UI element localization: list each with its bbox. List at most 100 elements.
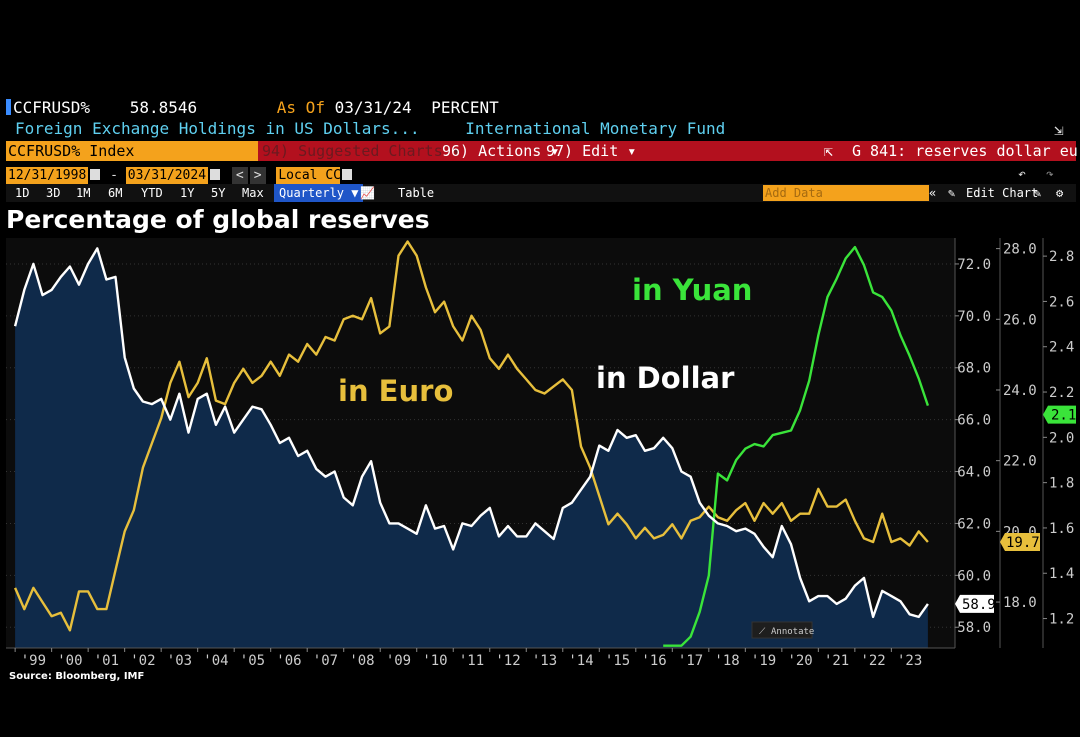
data-source-name: International Monetary Fund <box>465 119 726 138</box>
euro-axis-ticks: 18.020.022.024.026.028.0 <box>996 242 1037 611</box>
command-bar: CCFRUSD% Index 94) Suggested Charts ▾ 96… <box>6 141 1080 161</box>
period-1d[interactable]: 1D <box>15 186 30 200</box>
redo-icon[interactable]: ↷ <box>1046 167 1054 182</box>
euro-tick-label: 18.0 <box>1003 595 1037 611</box>
yuan-tick-label: 1.6 <box>1049 521 1074 537</box>
euro-last-tag <box>1000 532 1040 551</box>
pencil-icon[interactable]: ✎ <box>948 186 956 200</box>
end-date-field[interactable]: 03/31/2024 <box>125 167 209 184</box>
unit-label: PERCENT <box>431 98 499 117</box>
dollar-series-label: in Dollar <box>596 361 735 395</box>
period-ytd[interactable]: YTD <box>141 186 163 200</box>
index-field[interactable]: CCFRUSD% Index <box>6 141 258 161</box>
period-1y[interactable]: 1Y <box>180 186 195 200</box>
dollar-tick-label: 62.0 <box>957 516 991 532</box>
calendar-icon[interactable] <box>210 169 221 180</box>
x-tick-label: '15 <box>605 653 630 669</box>
euro-series-line <box>13 240 929 632</box>
yuan-last-value: 2.1 <box>1051 408 1076 424</box>
yuan-series-label: in Yuan <box>632 273 752 307</box>
security-header: CCFRUSD% 58.8546 As Of 03/31/24 PERCENT <box>6 97 499 119</box>
chart-title: Percentage of global reserves <box>6 205 430 234</box>
x-axis-ticks: '99 '00 '01 '02 '03 '04 '05 '06 '07 '08 '09 '10 '11 '… <box>6 647 955 669</box>
euro-tick-label: 24.0 <box>1003 383 1037 399</box>
dollar-series-line <box>13 247 929 619</box>
dropdown-icon[interactable] <box>342 169 353 180</box>
period-5y[interactable]: 5Y <box>211 186 226 200</box>
dollar-tick-label: 64.0 <box>957 465 991 481</box>
yuan-tick-label: 1.8 <box>1049 476 1074 492</box>
dollar-tick-label: 60.0 <box>957 568 991 584</box>
euro-series-label: in Euro <box>338 374 453 408</box>
edit-menu[interactable]: 97) Edit ▾ <box>546 142 637 160</box>
export-icon[interactable]: ⇲ <box>1054 120 1064 139</box>
yuan-tick-label: 2.2 <box>1049 385 1074 401</box>
x-tick-label: '07 <box>313 653 338 669</box>
dollar-last-value: 58.9 <box>962 597 996 613</box>
x-tick-label: '10 <box>422 653 447 669</box>
frequency-select[interactable]: Quarterly ▼ <box>274 184 364 202</box>
dollar-tick-label: 68.0 <box>957 361 991 377</box>
date-range-row: 12/31/1998 - 03/31/2024 < > Local CCY <box>6 167 354 184</box>
start-date-field[interactable]: 12/31/1998 <box>6 167 89 184</box>
x-tick-label: '21 <box>824 653 849 669</box>
x-tick-label: '17 <box>678 653 703 669</box>
yuan-tick-label: 2.4 <box>1049 340 1074 356</box>
annotate-button[interactable]: ⟋ Annotate <box>751 621 814 639</box>
period-max[interactable]: Max <box>242 186 264 200</box>
yuan-tick-label: 2.8 <box>1049 249 1074 265</box>
dollar-last-tag <box>955 594 994 613</box>
chart-type-icon[interactable]: 📈 <box>360 186 375 200</box>
x-tick-label: '06 <box>276 653 301 669</box>
settings-gear-icon[interactable]: ⚙ <box>1056 186 1064 200</box>
calendar-icon[interactable] <box>90 169 101 180</box>
edit-chart-button[interactable]: Edit Chart <box>966 186 1039 200</box>
add-data-input[interactable]: Add Data <box>763 185 929 201</box>
collapse-icon[interactable]: « <box>929 186 937 200</box>
period-1m[interactable]: 1M <box>76 186 91 200</box>
x-tick-label: '18 <box>714 653 739 669</box>
last-value-labels: 58.9 19.7 2.1 <box>955 405 1076 613</box>
dollar-tick-label: 70.0 <box>957 309 991 325</box>
dollar-tick-label: 58.0 <box>957 620 991 636</box>
x-tick-label: '05 <box>240 653 265 669</box>
yuan-series-line <box>663 245 930 647</box>
ticker[interactable]: CCFRUSD% <box>13 98 91 117</box>
prev-period-button[interactable]: < <box>231 167 248 184</box>
x-tick-label: '12 <box>495 653 520 669</box>
euro-tick-label: 28.0 <box>1003 242 1037 258</box>
open-external-icon[interactable]: ⇱ <box>824 142 834 160</box>
x-tick-label: '19 <box>751 653 776 669</box>
table-button[interactable]: Table <box>398 186 435 200</box>
source-note: Source: Bloomberg, IMF <box>9 671 145 682</box>
yuan-tick-label: 1.2 <box>1049 612 1074 628</box>
as-of-date: 03/31/24 <box>334 98 412 117</box>
x-tick-label: '13 <box>532 653 557 669</box>
x-tick-label: '20 <box>787 653 812 669</box>
x-tick-label: '08 <box>349 653 374 669</box>
last-value: 58.8546 <box>129 98 198 117</box>
currency-select[interactable]: Local CCY <box>276 167 349 184</box>
yuan-tick-label: 1.4 <box>1049 566 1074 582</box>
actions-menu[interactable]: 96) Actions ▾ <box>442 142 560 160</box>
x-tick-label: '16 <box>641 653 666 669</box>
period-3d[interactable]: 3D <box>46 186 61 200</box>
annotate-edit-icon[interactable]: ✎ <box>1034 186 1042 200</box>
period-6m[interactable]: 6M <box>108 186 123 200</box>
suggested-charts-menu[interactable]: 94) Suggested Charts ▾ <box>262 142 461 160</box>
chart-reference: G 841: reserves dollar euro <box>852 142 1080 160</box>
svg-text:Annotate: Annotate <box>771 627 814 637</box>
euro-last-value: 19.7 <box>1006 535 1040 551</box>
undo-icon[interactable]: ↶ <box>1018 167 1026 182</box>
euro-tick-label: 22.0 <box>1003 454 1037 470</box>
reserves-chart[interactable]: 58.060.062.064.066.068.070.072.0 18.020.… <box>0 238 1080 670</box>
x-tick-label: '03 <box>167 653 192 669</box>
yuan-tick-label: 2.0 <box>1049 430 1074 446</box>
x-tick-label: '09 <box>386 653 411 669</box>
x-tick-label: '11 <box>459 653 484 669</box>
description-row: Foreign Exchange Holdings in US Dollars.… <box>15 119 725 139</box>
next-period-button[interactable]: > <box>249 167 266 184</box>
yuan-last-tag <box>1043 405 1076 424</box>
x-tick-label: '22 <box>860 653 885 669</box>
x-tick-label: '04 <box>203 653 228 669</box>
